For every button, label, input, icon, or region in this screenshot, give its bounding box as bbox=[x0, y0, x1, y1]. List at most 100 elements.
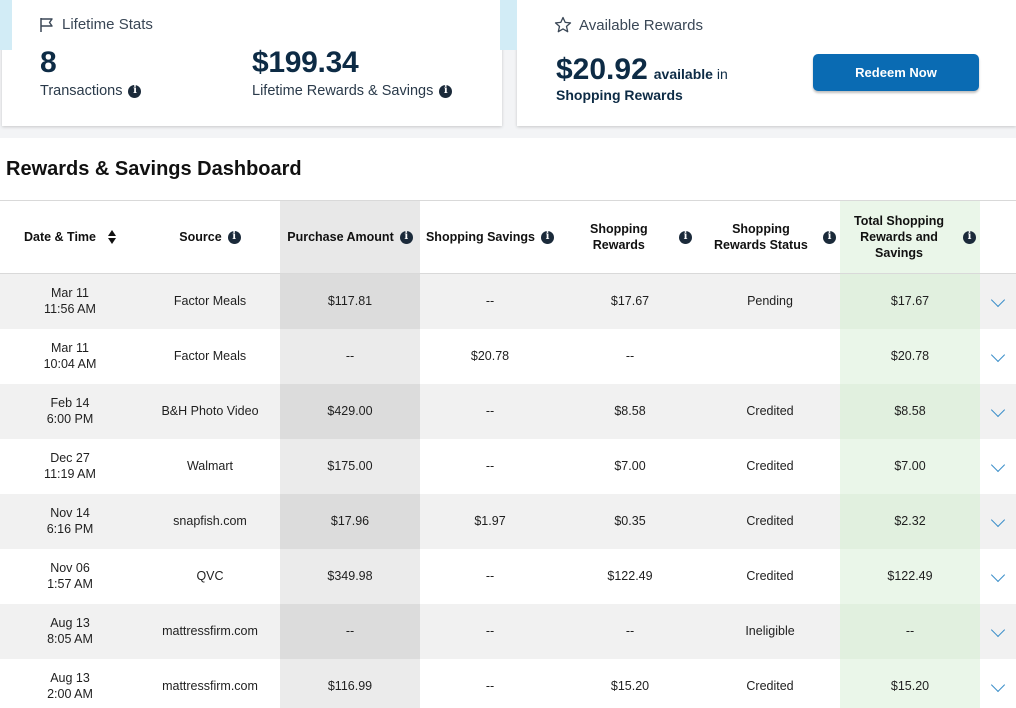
cell-savings: -- bbox=[420, 273, 560, 329]
cell-time: 6:16 PM bbox=[46, 522, 94, 536]
available-rewards-title: Available Rewards bbox=[579, 16, 703, 34]
column-label: Purchase Amount bbox=[287, 230, 394, 244]
table-row[interactable]: Nov 06 1:57 AM QVC $349.98 -- $122.49 Credited… bbox=[0, 548, 1016, 604]
cell-rewards: $15.20 bbox=[610, 679, 650, 693]
cell-expand[interactable] bbox=[980, 383, 1016, 439]
info-icon[interactable]: i bbox=[439, 84, 453, 98]
cell-expand[interactable] bbox=[980, 439, 1016, 494]
column-header-total: Total Shopping Rewards and Savings i bbox=[840, 200, 980, 274]
in-word: in bbox=[716, 66, 728, 82]
column-label-line: Savings bbox=[875, 246, 923, 260]
lifetime-stats-title: Lifetime Stats bbox=[62, 16, 153, 33]
lifetime-total-label: Lifetime Rewards & Savings bbox=[252, 83, 434, 99]
chevron-down-icon[interactable] bbox=[990, 512, 1006, 528]
cell-purchase: $117.81 bbox=[280, 273, 420, 329]
table-row[interactable]: Mar 11 10:04 AM Factor Meals -- $20.78 -- $20.… bbox=[0, 328, 1016, 384]
cell-savings: -- bbox=[485, 569, 495, 583]
cell-purchase: $116.99 bbox=[280, 658, 420, 708]
available-amount: $20.92 bbox=[556, 53, 648, 86]
lifetime-stats-card: Lifetime Stats 8 Transactions i $199.34 … bbox=[0, 0, 502, 126]
cell-rewards: $17.67 bbox=[560, 273, 700, 329]
chevron-down-icon[interactable] bbox=[990, 402, 1006, 418]
cell-expand[interactable] bbox=[980, 493, 1016, 549]
column-label-line: Shopping bbox=[590, 222, 648, 236]
cell-rewards: -- bbox=[560, 603, 700, 659]
column-header-expand bbox=[980, 200, 1016, 274]
cell-source: B&H Photo Video bbox=[140, 383, 280, 439]
info-icon[interactable]: i bbox=[128, 84, 142, 98]
cell-savings: $20.78 bbox=[470, 349, 510, 363]
column-header-date[interactable]: Date & Time bbox=[0, 200, 140, 274]
lifetime-total-label-row: Lifetime Rewards & Savings i bbox=[252, 83, 453, 99]
cell-purchase: $429.00 bbox=[280, 383, 420, 439]
cell-savings: $1.97 bbox=[420, 493, 560, 549]
table-row[interactable]: Mar 11 11:56 AM Factor Meals $117.81 -- $17.6… bbox=[0, 273, 1016, 329]
cell-expand[interactable] bbox=[980, 273, 1016, 329]
cell-expand[interactable] bbox=[980, 659, 1016, 708]
transactions-count: 8 bbox=[40, 46, 57, 79]
cell-date-time: Nov 14 6:16 PM bbox=[0, 493, 140, 549]
cell-date: Nov 06 bbox=[50, 561, 90, 575]
lifetime-stats-header: Lifetime Stats bbox=[39, 16, 153, 33]
info-icon[interactable]: i bbox=[227, 230, 241, 244]
column-label: Total Shopping Rewards and Savings bbox=[854, 213, 944, 261]
cell-time: 2:00 AM bbox=[47, 687, 93, 701]
cell-total: $122.49 bbox=[840, 548, 980, 604]
cell-date: Nov 14 bbox=[50, 506, 90, 520]
sort-icon[interactable] bbox=[108, 230, 116, 244]
column-label-line: Total Shopping bbox=[854, 214, 945, 228]
cell-rewards: $122.49 bbox=[607, 569, 653, 583]
chevron-down-icon[interactable] bbox=[990, 567, 1006, 583]
chevron-down-icon[interactable] bbox=[990, 293, 1006, 308]
table-row[interactable]: Dec 27 11:19 AM Walmart $175.00 -- $7.00 Credi… bbox=[0, 438, 1016, 494]
cell-date: Mar 11 bbox=[51, 286, 89, 301]
cell-total: $15.20 bbox=[840, 658, 980, 708]
column-header-source: Source i bbox=[140, 200, 280, 274]
cell-purchase: $175.00 bbox=[280, 438, 420, 494]
cell-status: Ineligible bbox=[700, 603, 840, 659]
redeem-now-button[interactable]: Redeem Now bbox=[813, 54, 979, 91]
cell-status bbox=[700, 329, 840, 384]
column-label: Shopping Rewards Status bbox=[714, 221, 808, 253]
cell-date-time: Dec 27 11:19 AM bbox=[0, 439, 140, 494]
table-row[interactable]: Feb 14 6:00 PM B&H Photo Video $429.00 -- $8.… bbox=[0, 383, 1016, 439]
cell-expand[interactable] bbox=[980, 603, 1016, 659]
column-label: Shopping Rewards bbox=[590, 221, 648, 253]
cell-status: Pending bbox=[700, 273, 840, 329]
cell-savings: -- bbox=[420, 603, 560, 659]
cell-date: Feb 14 bbox=[50, 396, 90, 410]
chevron-down-icon[interactable] bbox=[990, 677, 1006, 693]
cell-savings: -- bbox=[485, 459, 495, 473]
cell-purchase: $17.96 bbox=[280, 493, 420, 549]
cell-status: Credited bbox=[746, 569, 794, 583]
transactions-label-row: Transactions i bbox=[40, 83, 142, 99]
cell-status: Credited bbox=[700, 493, 840, 549]
available-rewards-header: Available Rewards bbox=[554, 16, 703, 34]
cell-total: $20.78 bbox=[840, 328, 980, 384]
cell-rewards: $0.35 bbox=[560, 493, 700, 549]
chevron-down-icon[interactable] bbox=[990, 457, 1006, 473]
cell-expand[interactable] bbox=[980, 329, 1016, 384]
table-row[interactable]: Aug 13 8:05 AM mattressfirm.com -- -- -- Ineli… bbox=[0, 603, 1016, 659]
table-row[interactable]: Nov 14 6:16 PM snapfish.com $17.96 $1.97 $0.3… bbox=[0, 493, 1016, 549]
column-label: Date & Time bbox=[23, 230, 96, 244]
chevron-down-icon[interactable] bbox=[990, 347, 1006, 363]
info-icon[interactable]: i bbox=[399, 230, 413, 244]
info-icon[interactable]: i bbox=[823, 230, 836, 244]
column-label-line: Rewards bbox=[592, 238, 645, 252]
cell-expand[interactable] bbox=[980, 549, 1016, 604]
info-icon[interactable]: i bbox=[541, 230, 555, 244]
cell-status: Credited bbox=[746, 459, 794, 473]
table-row[interactable]: Aug 13 2:00 AM mattressfirm.com $116.99 -- $1… bbox=[0, 658, 1016, 708]
chevron-down-icon[interactable] bbox=[990, 622, 1006, 638]
rewards-table: Date & Time Source i Purchase Amount i S… bbox=[0, 200, 1016, 708]
cell-status: Credited bbox=[746, 679, 794, 693]
info-icon[interactable]: i bbox=[679, 230, 692, 244]
cell-date: Dec 27 bbox=[50, 451, 90, 465]
cell-source: Walmart bbox=[186, 459, 234, 473]
table-header-row: Date & Time Source i Purchase Amount i S… bbox=[0, 200, 1016, 274]
cell-time: 11:56 AM bbox=[44, 302, 96, 317]
cell-date-time: Nov 06 1:57 AM bbox=[0, 549, 140, 604]
column-label: Source bbox=[179, 230, 222, 244]
info-icon[interactable]: i bbox=[963, 230, 976, 244]
